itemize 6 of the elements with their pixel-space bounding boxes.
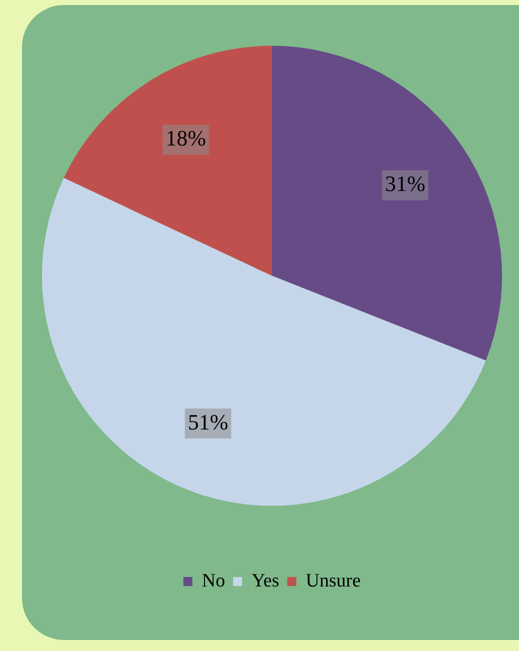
legend-label: No — [202, 570, 226, 592]
legend-label: Yes — [252, 570, 280, 592]
data-label: 51% — [188, 409, 228, 434]
legend-label: Unsure — [306, 570, 361, 592]
data-label: 31% — [384, 171, 426, 196]
data-label: 18% — [166, 126, 206, 151]
